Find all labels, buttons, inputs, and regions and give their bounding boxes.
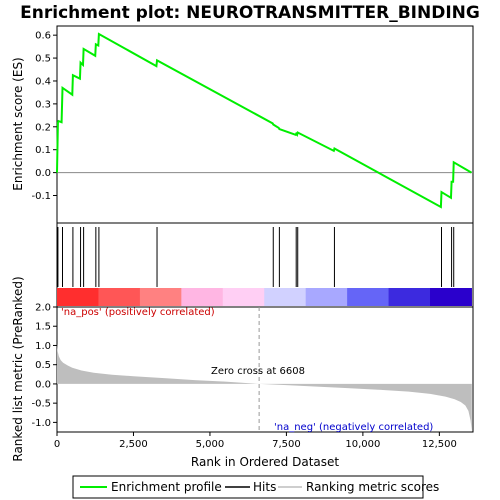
- enrichment-profile-line: [56, 32, 472, 209]
- zero-cross-label: Zero cross at 6608: [211, 366, 305, 377]
- es-y-tick-label: 0.0: [35, 168, 51, 179]
- color-bar-segment: [139, 288, 182, 306]
- x-tick-label: 10,000: [345, 439, 380, 450]
- es-y-axis-label: Enrichment score (ES): [11, 57, 25, 190]
- es-y-tick-label: 0.2: [35, 122, 51, 133]
- legend-enrichment-label: Enrichment profile: [111, 480, 222, 494]
- hits-panel: [56, 222, 474, 308]
- x-tick-label: 7,500: [272, 439, 301, 450]
- metric-y-tick-label: 1.5: [35, 322, 51, 333]
- es-y-tick-label: 0.5: [35, 54, 51, 65]
- x-tick-label: 5,000: [196, 439, 225, 450]
- color-bar-segment: [388, 288, 431, 306]
- enrichment-score-panel: -0.1 0.0 0.1 0.2 0.3 0.4 0.5 0.6 Enrichment sco…: [11, 25, 474, 224]
- metric-y-axis-label: Ranked list metric (PreRanked): [11, 276, 25, 461]
- legend-metric-label: Ranking metric scores: [306, 480, 439, 494]
- metric-y-tick-label: 0.0: [35, 379, 51, 390]
- metric-y-tick-label: 1.0: [35, 341, 51, 352]
- x-axis-label: Rank in Ordered Dataset: [191, 455, 339, 469]
- metric-y-tick-label: -1.0: [31, 418, 51, 429]
- es-y-tick-label: 0.4: [35, 76, 51, 87]
- metric-y-tick-label: -0.5: [31, 399, 51, 410]
- x-tick-label: 12,500: [422, 439, 457, 450]
- color-bar-segment: [430, 288, 472, 306]
- es-y-tick-label: 0.3: [35, 99, 51, 110]
- x-tick-label: 2,500: [119, 439, 148, 450]
- color-bar-segment: [57, 288, 99, 306]
- es-plot-frame: [56, 25, 474, 224]
- color-bar-segment: [347, 288, 390, 306]
- es-y-tick-label: 0.6: [35, 31, 51, 42]
- metric-y-tick-label: 2.0: [35, 303, 51, 314]
- ranked-metric-panel: -1.0 -0.5 0.0 0.5 1.0 1.5 2.0 0 2,500 5,000 7,500 1…: [11, 276, 474, 469]
- metric-plot-frame: [56, 306, 474, 433]
- color-bar-segment: [305, 288, 348, 306]
- ranking-metric-area: [57, 343, 472, 431]
- x-tick-label: 0: [54, 439, 60, 450]
- positive-correlation-label: 'na_pos' (positively correlated): [61, 307, 215, 318]
- rank-color-bar: [57, 288, 472, 306]
- color-bar-segment: [264, 288, 307, 306]
- negative-correlation-label: 'na_neg' (negatively correlated): [274, 422, 433, 433]
- legend-hits-label: Hits: [253, 480, 276, 494]
- legend: Enrichment profile Hits Ranking metric s…: [72, 475, 439, 499]
- chart-title: Enrichment plot: NEUROTRANSMITTER_BINDIN…: [20, 3, 480, 23]
- color-bar-segment: [222, 288, 265, 306]
- metric-y-tick-label: 0.5: [35, 360, 51, 371]
- es-y-tick-label: 0.1: [35, 145, 51, 156]
- color-bar-segment: [98, 288, 141, 306]
- es-y-tick-label: -0.1: [31, 191, 51, 202]
- color-bar-segment: [181, 288, 224, 306]
